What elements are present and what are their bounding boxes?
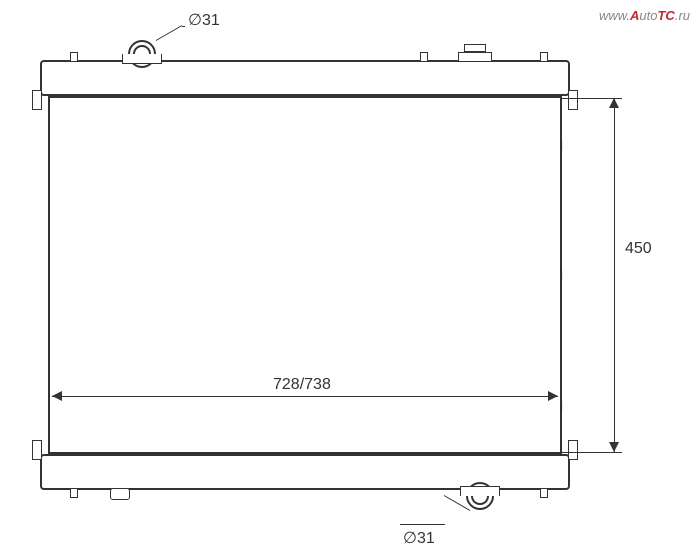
filler-cap-base	[458, 52, 492, 62]
dim-height-arrow-top	[609, 98, 619, 108]
bracket-right-bottom	[568, 440, 578, 460]
source-url: www.AutoTC.ru	[599, 8, 690, 23]
mount-tab-bottom-right	[540, 488, 548, 498]
bracket-left-top	[32, 90, 42, 110]
leader-top-pipe	[156, 25, 182, 41]
mount-tab-top-right	[540, 52, 548, 62]
bracket-right-top	[568, 90, 578, 110]
dim-pipe-top-label: ∅31	[185, 10, 223, 30]
mount-tab-bottom-left	[70, 488, 78, 498]
radiator-core	[48, 96, 562, 454]
dim-width-line	[52, 396, 558, 397]
dim-width-arrow-left	[52, 391, 62, 401]
dim-height-label: 450	[622, 240, 655, 258]
pipe-top-neck	[122, 54, 162, 64]
dim-width-label: 728/738	[270, 376, 334, 394]
url-brand-tc: TC	[657, 8, 674, 23]
mount-tab-top-mid	[420, 52, 428, 62]
leader-bottom-pipe-h	[400, 524, 445, 525]
mount-tab-top-left	[70, 52, 78, 62]
radiator-top-tank	[40, 60, 570, 96]
url-suffix: .ru	[675, 8, 690, 23]
radiator-bottom-tank	[40, 454, 570, 490]
dim-height-arrow-bottom	[609, 442, 619, 452]
pipe-bottom-neck	[460, 486, 500, 496]
url-brand-a: A	[630, 8, 639, 23]
dim-width-arrow-right	[548, 391, 558, 401]
url-prefix: www.	[599, 8, 630, 23]
dim-height-line	[614, 98, 615, 452]
url-brand-uto: uto	[639, 8, 657, 23]
dim-height-ext-bottom	[562, 452, 622, 453]
filler-cap-top	[464, 44, 486, 52]
dim-pipe-bottom-label: ∅31	[400, 528, 438, 548]
bracket-left-bottom	[32, 440, 42, 460]
drain-plug	[110, 488, 130, 500]
